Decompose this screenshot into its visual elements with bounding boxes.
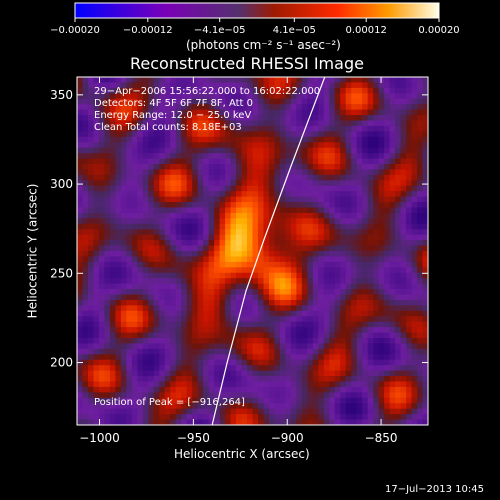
peak-position-label: Position of Peak = [−916,264]: [94, 397, 245, 408]
colorbar-tick-label: −0.00012: [123, 25, 173, 36]
y-tick-label: 350: [50, 88, 73, 102]
y-axis-ticks: 200 250 300 350: [50, 88, 428, 370]
annotation-line-1: 29−Apr−2006 15:56:22.000 to 16:02:22.000: [94, 86, 321, 97]
colorbar-unit-label: (photons cm⁻² s⁻¹ asec⁻²): [186, 38, 341, 52]
heatmap: [77, 77, 428, 425]
x-tick-label: −1000: [79, 431, 120, 445]
solar-limb-curve: [211, 77, 326, 425]
x-axis-label: Heliocentric X (arcsec): [174, 447, 310, 461]
x-tick-label: −950: [177, 431, 210, 445]
colorbar-tick-label: −4.1e−05: [194, 25, 246, 36]
colorbar-ticks: −0.00020 −0.00012 −4.1e−05 4.1e−05 0.00012 0.…: [50, 18, 460, 36]
x-tick-label: −900: [271, 431, 304, 445]
annotation-line-3: Energy Range: 12.0 − 25.0 keV: [94, 110, 252, 121]
colorbar: [74, 2, 440, 19]
colorbar-tick-label: 4.1e−05: [273, 25, 316, 36]
x-tick-label: −850: [365, 431, 398, 445]
colorbar-tick-label: −0.00020: [50, 25, 100, 36]
y-tick-label: 250: [50, 266, 73, 280]
x-axis-ticks: −1000 −950 −900 −850: [79, 77, 398, 445]
y-axis-label: Heliocentric Y (arcsec): [25, 183, 40, 319]
y-tick-label: 300: [50, 177, 73, 191]
annotation-line-2: Detectors: 4F 5F 6F 7F 8F, Att 0: [94, 98, 254, 109]
footer-timestamp: 17−Jul−2013 10:45: [385, 484, 484, 495]
plot-frame: [76, 76, 429, 426]
chart-title: Reconstructed RHESSI Image: [130, 54, 364, 73]
annotation-line-4: Clean Total counts: 8.18E+03: [94, 122, 242, 133]
colorbar-tick-label: 0.00020: [418, 25, 459, 36]
y-tick-label: 200: [50, 356, 73, 370]
colorbar-tick-label: 0.00012: [346, 25, 387, 36]
